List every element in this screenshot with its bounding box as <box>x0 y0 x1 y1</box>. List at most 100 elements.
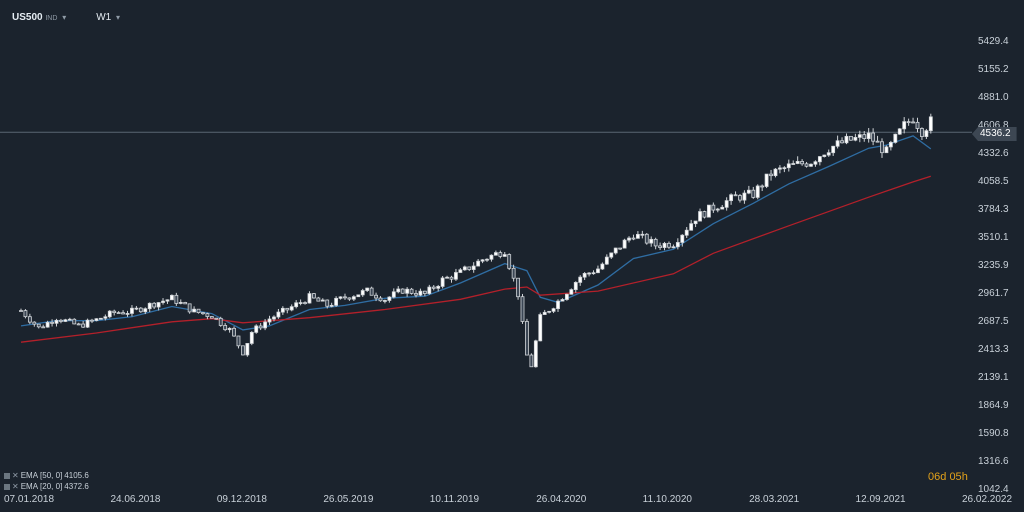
candle-body <box>529 354 534 368</box>
candle-body <box>405 288 410 294</box>
candle-body <box>498 252 503 257</box>
candle-body <box>893 133 898 143</box>
legend-ema-20[interactable]: ✕ EMA [20, 0] 4372.6 <box>4 481 89 492</box>
candle-body <box>684 229 689 236</box>
candle-body <box>667 242 671 248</box>
candle-body <box>604 256 609 265</box>
candle-body <box>591 272 596 275</box>
candle-body <box>369 287 374 296</box>
candle-body <box>525 321 529 356</box>
candle-body <box>578 276 583 283</box>
candle-body <box>596 268 600 274</box>
symbol-selector[interactable]: US500 IND ▾ <box>12 12 66 23</box>
candle-body <box>844 135 849 144</box>
candle-body <box>436 286 441 289</box>
candle-body <box>241 345 245 356</box>
y-tick-label: 1316.6 <box>978 456 1009 467</box>
candle-body <box>312 293 316 299</box>
candle-body <box>489 254 494 260</box>
x-tick-label: 07.01.2018 <box>4 494 54 505</box>
x-tick-label: 12.09.2021 <box>856 494 906 505</box>
candle-body <box>671 246 676 249</box>
candle-body <box>658 245 662 248</box>
candle-body <box>303 302 307 304</box>
candle-body <box>59 319 63 322</box>
candle-body <box>631 237 636 240</box>
candle-body <box>307 293 312 304</box>
candle-body <box>542 311 547 315</box>
candle-body <box>187 303 192 313</box>
candle-body <box>547 310 552 313</box>
candle-countdown: 06d 05h <box>928 471 968 483</box>
timeframe-selector[interactable]: W1 ▾ <box>96 12 120 23</box>
candle-body <box>254 325 259 333</box>
candle-body <box>786 163 791 169</box>
candle-body <box>365 287 370 291</box>
candle-body <box>174 294 179 304</box>
candle-body <box>431 286 436 289</box>
candle-body <box>414 293 418 296</box>
timeframe-label: W1 <box>96 11 112 23</box>
candle-body <box>618 247 623 250</box>
candle-body <box>746 189 751 194</box>
candle-body <box>178 302 183 304</box>
candle-body <box>205 313 210 317</box>
candle-body <box>520 296 525 322</box>
candle-body <box>800 161 805 165</box>
candle-body <box>915 121 920 129</box>
y-tick-label: 4332.6 <box>978 148 1009 159</box>
candle-body <box>156 302 161 308</box>
candle-body <box>134 307 139 310</box>
candle-body <box>906 121 911 124</box>
remove-indicator-icon[interactable]: ✕ <box>12 482 19 491</box>
candle-body <box>223 325 228 331</box>
candle-body <box>227 327 232 331</box>
candle-body <box>351 296 356 300</box>
candle-body <box>556 300 560 310</box>
candle-body <box>817 156 822 163</box>
candle-body <box>289 306 294 311</box>
remove-indicator-icon[interactable]: ✕ <box>12 471 19 480</box>
candle-body <box>422 290 427 294</box>
legend-ema-50[interactable]: ✕ EMA [50, 0] 4105.6 <box>4 470 89 481</box>
symbol-label: US500 <box>12 11 43 23</box>
candle-body <box>680 234 685 243</box>
candle-body <box>196 308 201 314</box>
y-tick-label: 1042.4 <box>978 484 1009 495</box>
candle-body <box>866 132 871 139</box>
candle-body <box>640 233 645 236</box>
candle-body <box>41 326 46 329</box>
countdown-days-unit: d <box>940 471 947 483</box>
candle-body <box>884 146 889 154</box>
candle-body <box>902 121 907 130</box>
candle-body <box>569 289 574 295</box>
candle-body <box>875 140 880 143</box>
y-tick-label: 2687.5 <box>978 316 1009 327</box>
candle-body <box>378 297 383 302</box>
indicator-settings-icon[interactable] <box>4 472 10 479</box>
candle-body <box>427 286 432 294</box>
candle-body <box>454 272 458 280</box>
candle-body <box>662 242 667 248</box>
chevron-down-icon: ▾ <box>62 12 67 22</box>
candle-body <box>161 300 165 303</box>
y-tick-label: 5429.4 <box>978 36 1009 47</box>
candle-body <box>871 132 876 142</box>
candle-body <box>924 130 929 137</box>
candle-body <box>245 343 250 356</box>
candle-body <box>791 163 796 165</box>
candle-body <box>98 317 103 320</box>
candle-body <box>702 211 707 218</box>
candle-body <box>715 208 720 211</box>
candle-body <box>445 276 449 279</box>
candle-body <box>853 137 858 141</box>
candle-body <box>711 204 716 211</box>
candle-body <box>880 141 884 154</box>
indicator-settings-icon[interactable] <box>4 483 10 490</box>
candle-body <box>778 167 782 170</box>
candle-body <box>85 319 90 328</box>
candle-body <box>396 288 401 293</box>
candle-body <box>458 269 463 273</box>
